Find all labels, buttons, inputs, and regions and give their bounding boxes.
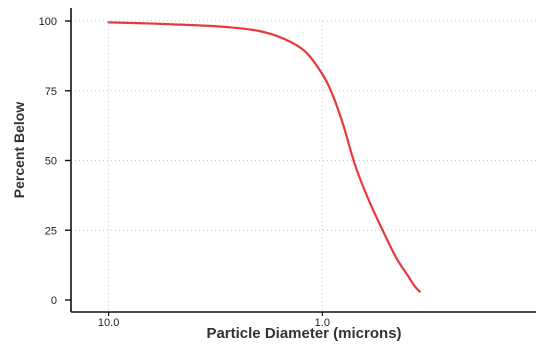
axes: [70, 8, 536, 313]
y-tick-label: 0: [51, 295, 57, 307]
tick-marks: [65, 20, 323, 316]
y-axis-title: Percent Below: [11, 102, 27, 199]
y-tick-label: 25: [45, 225, 57, 237]
tick-labels: 0 25 50 75 100 10.0 1.0: [39, 16, 330, 329]
grid: [71, 20, 536, 312]
x-axis-title: Particle Diameter (microns): [206, 325, 401, 342]
y-tick-label: 100: [39, 16, 57, 28]
series-line: [107, 21, 421, 293]
y-tick-label: 50: [45, 156, 57, 168]
y-tick-label: 75: [45, 86, 57, 98]
x-tick-label: 10.0: [98, 317, 119, 329]
x-tick-label: 1.0: [315, 317, 330, 329]
series: [107, 21, 421, 293]
